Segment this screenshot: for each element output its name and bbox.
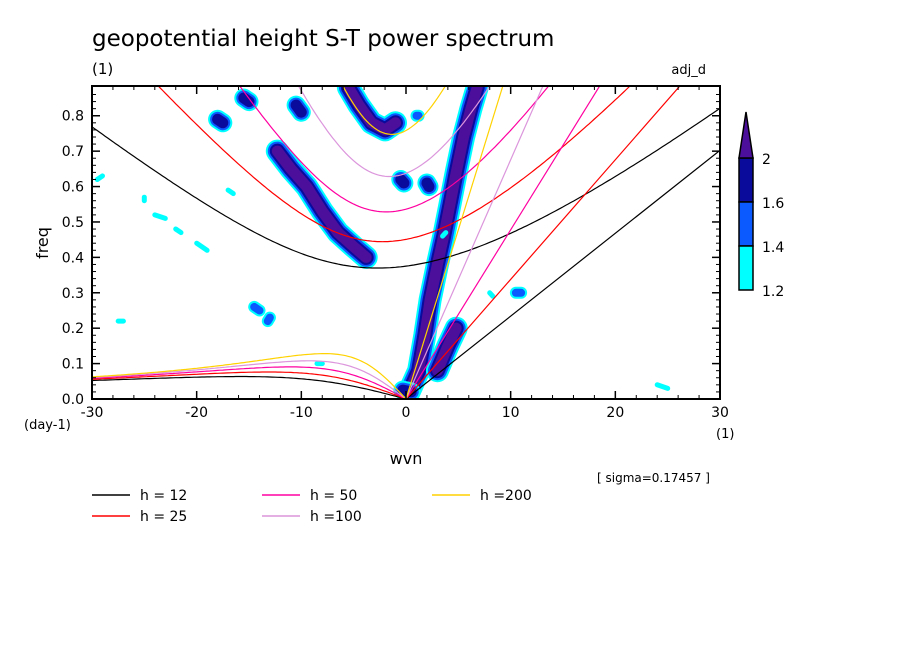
- x-tick-label: 0: [402, 405, 411, 421]
- significant-region-24-level-1: [487, 290, 496, 299]
- y-tick-label: 0.0: [62, 392, 84, 408]
- y-axis-label: freq: [33, 227, 52, 259]
- significant-region-4-level-3: [238, 92, 255, 108]
- y-tick-label: 0.2: [62, 321, 84, 337]
- significant-region-15-level-1: [94, 173, 105, 182]
- significant-region-23-level-1: [440, 230, 449, 239]
- colorbar-label: 1.4: [762, 240, 784, 256]
- y-tick-label: 0.1: [62, 357, 84, 373]
- x-tick-label: 10: [502, 405, 520, 421]
- significant-region-7-level-3: [421, 177, 435, 193]
- x-axis-label: wvn: [390, 449, 423, 468]
- significant-region-22-level-1: [654, 382, 671, 391]
- chart-subtitle: (1): [92, 60, 113, 78]
- significant-region-16-level-1: [152, 212, 168, 221]
- significant-region-5-level-3: [212, 113, 229, 129]
- ig-curve-h12: [92, 107, 720, 269]
- y-unit-label: (day-1): [24, 418, 71, 433]
- rossby-curve-h12: [92, 375, 407, 399]
- significant-region-11-level-2: [263, 313, 274, 326]
- colorbar-label: 1.2: [762, 284, 784, 300]
- x-tick-label: -30: [81, 405, 104, 421]
- kelvin-curve-h200: [405, 86, 504, 399]
- axis-ticks: -30 -20 -10 0 10 20 30 0.0 0.1 0.2 0.3 0.4 0.5 0.6 0.7…: [62, 86, 729, 421]
- plot-frame: [91, 85, 721, 400]
- ig-curve-h200: [342, 86, 447, 136]
- colorbar-segment: [738, 201, 754, 247]
- y-tick-label: 0.6: [62, 180, 84, 196]
- significant-region-19-level-1: [225, 187, 236, 197]
- x-unit-label: (1): [716, 427, 734, 442]
- colorbar-label: 1.6: [762, 196, 784, 212]
- rossby-curve-h200: [92, 353, 407, 399]
- kelvin-curve-h50: [405, 86, 601, 399]
- chart-label-right: adj_d: [671, 63, 706, 78]
- significant-region-10-level-2: [250, 302, 264, 315]
- kelvin-curve-h12: [405, 149, 720, 399]
- significant-region-1-level-4: [271, 145, 372, 263]
- x-tick-label: 30: [711, 405, 729, 421]
- y-tick-label: 0.7: [62, 144, 84, 160]
- colorbar-label: 2: [762, 152, 771, 168]
- dispersion-curves: [92, 86, 720, 399]
- colorbar-triangle: [738, 111, 754, 159]
- colorbar-segment: [738, 245, 754, 291]
- y-tick-label: 0.8: [62, 109, 84, 125]
- legend-label-h50: h = 50: [310, 488, 357, 504]
- legend: h = 12 h = 25 h = 50 h =100 h =200: [92, 488, 532, 525]
- x-tick-label: -20: [185, 405, 208, 421]
- significant-region-17-level-1: [173, 226, 184, 236]
- sigma-note: [ sigma=0.17457 ]: [597, 471, 710, 485]
- x-tick-label: -10: [290, 405, 313, 421]
- ig-curve-h50: [238, 86, 550, 213]
- rossby-curve-h25: [92, 371, 407, 399]
- legend-label-h12: h = 12: [140, 488, 187, 504]
- significant-region-6-level-3: [290, 99, 307, 118]
- significance-shading: [94, 86, 671, 399]
- significant-region-8-level-3: [395, 174, 410, 189]
- rossby-curve-h100: [92, 360, 407, 399]
- colorbar-segment: [738, 157, 754, 203]
- kelvin-curve-h25: [405, 86, 681, 399]
- significant-region-2-level-4: [342, 86, 401, 136]
- significant-region-14-level-1: [194, 240, 210, 253]
- significant-region-3-level-4: [431, 322, 462, 377]
- y-tick-label: 0.5: [62, 215, 84, 231]
- x-tick-label: 20: [606, 405, 624, 421]
- rossby-curve-h50: [92, 366, 407, 399]
- ig-curve-h100: [297, 86, 491, 178]
- kelvin-curve-h100: [405, 86, 544, 399]
- ig-curve-h25: [157, 86, 631, 243]
- y-tick-label: 0.3: [62, 286, 84, 302]
- y-tick-label: 0.4: [62, 250, 84, 266]
- legend-label-h25: h = 25: [140, 509, 187, 525]
- colorbar: 2 1.6 1.4 1.2: [738, 111, 784, 300]
- legend-label-h200: h =200: [480, 488, 532, 504]
- chart-title: geopotential height S-T power spectrum: [92, 26, 554, 52]
- legend-label-h100: h =100: [310, 509, 362, 525]
